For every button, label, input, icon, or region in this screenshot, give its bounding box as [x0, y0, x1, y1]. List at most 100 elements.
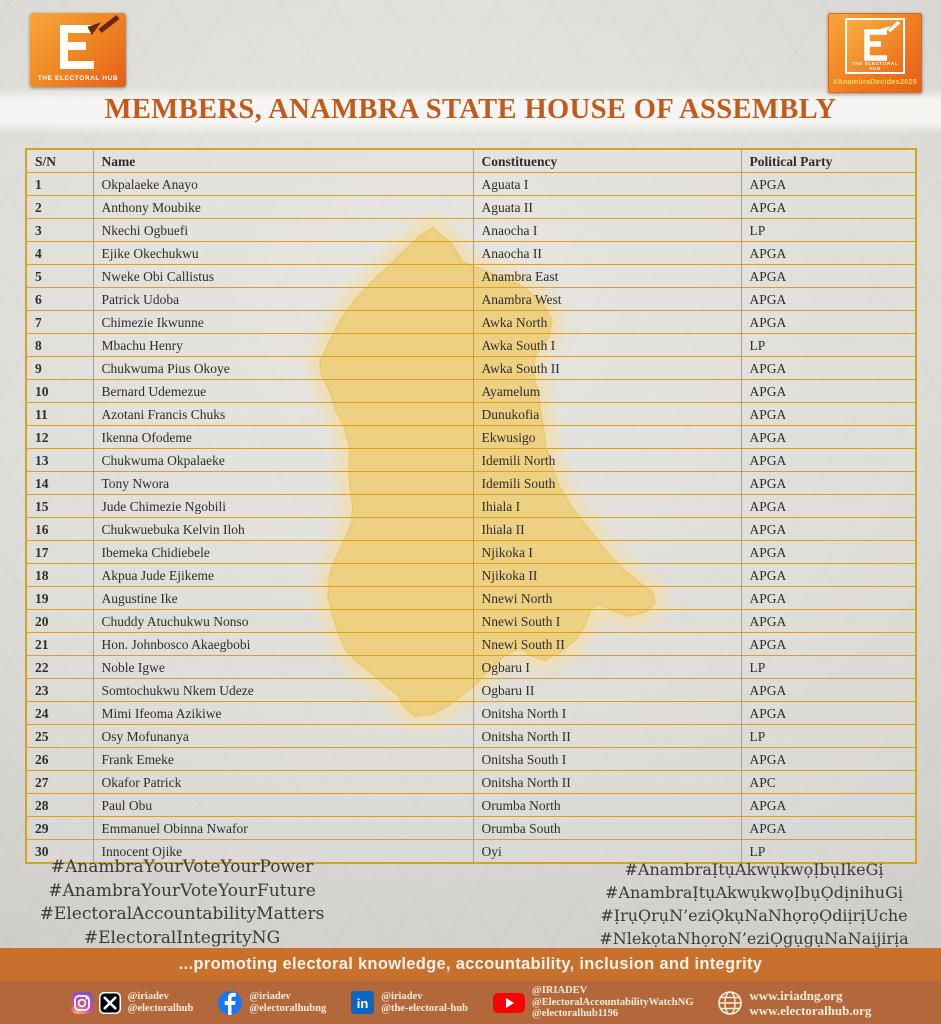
table-row: 21 Hon. Johnbosco Akaegbobi Nnewi South II… — [25, 632, 917, 656]
cell-constituency: Idemili South — [472, 471, 742, 495]
hashtag: #AnambraYourVoteYourPower — [50, 857, 314, 877]
table-row: 1 Okpalaeke Anayo Aguata I APGA — [25, 172, 917, 196]
cell-constituency: Aguata I — [472, 172, 742, 196]
cell-name: Ibemeka Chidiebele — [92, 540, 474, 564]
cell-party: LP — [740, 724, 917, 748]
cell-name: Emmanuel Obinna Nwafor — [92, 816, 474, 840]
table-row: 14 Tony Nwora Idemili South APGA — [25, 471, 917, 495]
cell-sn: 15 — [25, 494, 94, 518]
cell-constituency: Dunukofia — [472, 402, 742, 426]
cell-party: APGA — [740, 816, 917, 840]
cell-party: APGA — [740, 701, 917, 725]
cell-constituency: Anambra East — [472, 264, 742, 288]
instagram-icon — [70, 991, 93, 1014]
hashtag: #ỊrụỌrụN’eziỌkụNaNhọrọỌdiịrịUche — [600, 906, 908, 925]
page-title: MEMBERS, ANAMBRA STATE HOUSE OF ASSEMBLY — [104, 94, 837, 125]
cell-sn: 20 — [25, 609, 94, 633]
svg-text:in: in — [357, 996, 369, 1011]
table-row: 4 Ejike Okechukwu Anaocha II APGA — [25, 241, 917, 265]
cell-party: APGA — [740, 586, 917, 610]
cell-constituency: Oyi — [472, 839, 742, 864]
linkedin-icon: in — [351, 991, 375, 1014]
cell-constituency: Awka North — [472, 310, 742, 334]
table-row: 28 Paul Obu Orumba North APGA — [25, 793, 917, 817]
table-row: 13 Chukwuma Okpalaeke Idemili North APGA — [25, 448, 917, 472]
table-row: 7 Chimezie Ikwunne Awka North APGA — [25, 310, 917, 334]
social-handle: @the-electoral-hub — [381, 1002, 468, 1014]
cell-sn: 22 — [25, 655, 94, 679]
cell-sn: 10 — [25, 379, 94, 403]
cell-sn: 26 — [25, 747, 94, 771]
table-row: 8 Mbachu Henry Awka South I LP — [25, 333, 917, 357]
cell-constituency: Idemili North — [472, 448, 742, 472]
cell-constituency: Orumba North — [472, 793, 742, 817]
cell-constituency: Onitsha North I — [472, 701, 742, 725]
table-row: 12 Ikenna Ofodeme Ekwusigo APGA — [25, 425, 917, 449]
cell-party: LP — [740, 218, 917, 242]
cell-name: Innocent Ojike — [92, 839, 474, 864]
cell-name: Frank Emeke — [92, 747, 474, 771]
hashtag: #ElectoralIntegrityNG — [83, 927, 281, 948]
cell-name: Paul Obu — [92, 793, 474, 817]
cell-constituency: Onitsha North II — [472, 770, 742, 794]
cell-sn: 18 — [25, 563, 94, 587]
cell-party: APGA — [740, 517, 917, 541]
table-row: 27 Okafor Patrick Onitsha North II APC — [25, 770, 917, 794]
cell-sn: 5 — [25, 264, 94, 288]
cell-name: Ejike Okechukwu — [92, 241, 474, 265]
logo-inner-square: THE ELECTORAL HUB — [845, 18, 905, 74]
table-row: 6 Patrick Udoba Anambra West APGA — [25, 287, 917, 311]
cell-party: APGA — [740, 747, 917, 771]
cell-party: APGA — [740, 356, 917, 380]
social-handle: www.iriadng.org — [749, 987, 843, 1003]
social-group-facebook: @iriadev @electoralhubng — [217, 990, 326, 1016]
cell-constituency: Ekwusigo — [472, 425, 742, 449]
electoral-hub-logo-left: THE ELECTORAL HUB — [30, 13, 126, 87]
electoral-hub-e-icon — [864, 20, 901, 61]
cell-name: Ikenna Ofodeme — [92, 425, 474, 449]
table-header-row: S/N Name Constituency Political Party — [25, 148, 917, 173]
table-row: 25 Osy Mofunanya Onitsha North II LP — [25, 724, 917, 748]
cell-party: APGA — [740, 264, 917, 288]
cell-name: Akpua Jude Ejikeme — [92, 563, 474, 587]
social-group-linkedin: in @iriadev @the-electoral-hub — [350, 990, 468, 1015]
cell-constituency: Ihiala II — [472, 517, 742, 541]
social-handle: @electoralhubng — [249, 1002, 327, 1014]
social-bar: @iriadev @electoralhub @iriadev @elector… — [0, 981, 941, 1024]
cell-party: APGA — [740, 793, 917, 817]
social-handle: @iriadev — [381, 991, 423, 1002]
cell-name: Chuddy Atuchukwu Nonso — [92, 609, 474, 633]
cell-name: Somtochukwu Nkem Udeze — [92, 678, 474, 702]
cell-party: APGA — [740, 678, 917, 702]
social-handle: @iriadev — [127, 991, 169, 1002]
hashtag: #AnambraỊtụAkwụkwọỊbụỌdịnihuGị — [604, 883, 903, 902]
cell-sn: 3 — [25, 218, 94, 242]
cell-name: Azotani Francis Chuks — [92, 402, 474, 426]
hashtag: #AnambraỊtụAkwụkwọỊbụIkeGị — [624, 860, 884, 879]
cell-name: Okafor Patrick — [92, 770, 474, 794]
cell-constituency: Orumba South — [472, 816, 742, 840]
cell-sn: 2 — [25, 195, 94, 219]
cell-sn: 12 — [25, 425, 94, 449]
social-handle: @electoralhub1196 — [531, 1008, 619, 1020]
cell-name: Anthony Moubike — [92, 195, 474, 219]
cell-party: APGA — [740, 287, 917, 311]
cell-name: Mimi Ifeoma Azikiwe — [92, 701, 474, 725]
cell-name: Chukwuebuka Kelvin Iloh — [92, 517, 474, 541]
cell-constituency: Ogbaru II — [472, 678, 742, 702]
cell-sn: 4 — [25, 241, 94, 265]
cell-constituency: Aguata II — [472, 195, 742, 219]
table-row: 16 Chukwuebuka Kelvin Iloh Ihiala II APGA — [25, 517, 917, 541]
cell-sn: 25 — [25, 724, 94, 748]
cell-constituency: Onitsha North II — [472, 724, 742, 748]
cell-name: Bernard Udemezue — [92, 379, 474, 403]
cell-constituency: Onitsha South I — [472, 747, 742, 771]
cell-sn: 7 — [25, 310, 94, 334]
cell-party: APGA — [740, 241, 917, 265]
header-party: Political Party — [740, 148, 917, 173]
cell-name: Patrick Udoba — [92, 287, 474, 311]
cell-constituency: Njikoka II — [472, 563, 742, 587]
youtube-icon — [492, 992, 525, 1013]
cell-name: Chukwuma Pius Okoye — [92, 356, 474, 380]
